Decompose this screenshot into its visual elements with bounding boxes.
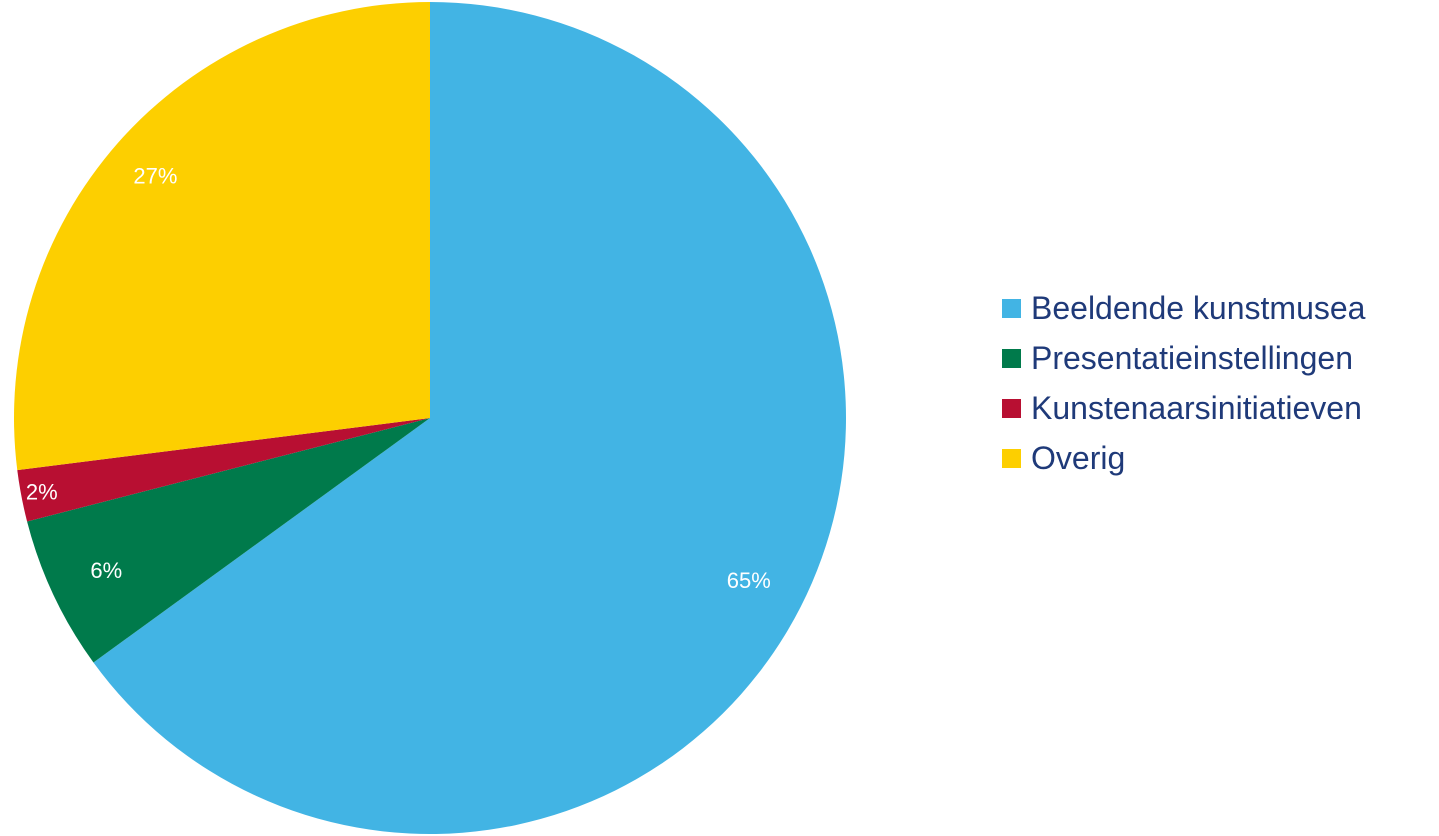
pie-slice-overig — [13, 2, 430, 471]
legend-swatch — [1002, 398, 1021, 418]
legend-label: Overig — [1031, 440, 1126, 476]
data-label-overig: 27% — [133, 163, 177, 188]
data-label-kunstenaarsinitiatieven: 2% — [26, 480, 58, 505]
legend-label: Presentatieinstellingen — [1031, 340, 1353, 376]
legend-swatch — [1002, 348, 1021, 368]
pie-slices — [13, 2, 846, 834]
legend-label: Kunstenaarsinitiatieven — [1031, 390, 1362, 426]
legend-swatch — [1002, 298, 1021, 318]
legend-item-beeldende-kunstmusea: Beeldende kunstmusea — [1002, 283, 1365, 333]
legend-item-overig: Overig — [1002, 433, 1365, 483]
legend-label: Beeldende kunstmusea — [1031, 290, 1366, 326]
legend-swatch — [1002, 448, 1021, 468]
pie-slice-kunstenaarsinitiatieven — [17, 418, 431, 522]
pie-slice-labels: 65% 6% 2% 27% — [26, 163, 771, 593]
data-label-beeldende-kunstmusea: 65% — [727, 568, 771, 593]
legend: Beeldende kunstmusea Presentatieinstellin… — [1002, 283, 1365, 483]
pie-slice-presentatieinstellingen — [27, 418, 430, 663]
legend-item-presentatieinstellingen: Presentatieinstellingen — [1002, 333, 1365, 383]
data-label-presentatieinstellingen: 6% — [90, 558, 122, 583]
pie-slice-beeldende-kunstmusea — [93, 2, 846, 834]
legend-item-kunstenaarsinitiatieven: Kunstenaarsinitiatieven — [1002, 383, 1365, 433]
